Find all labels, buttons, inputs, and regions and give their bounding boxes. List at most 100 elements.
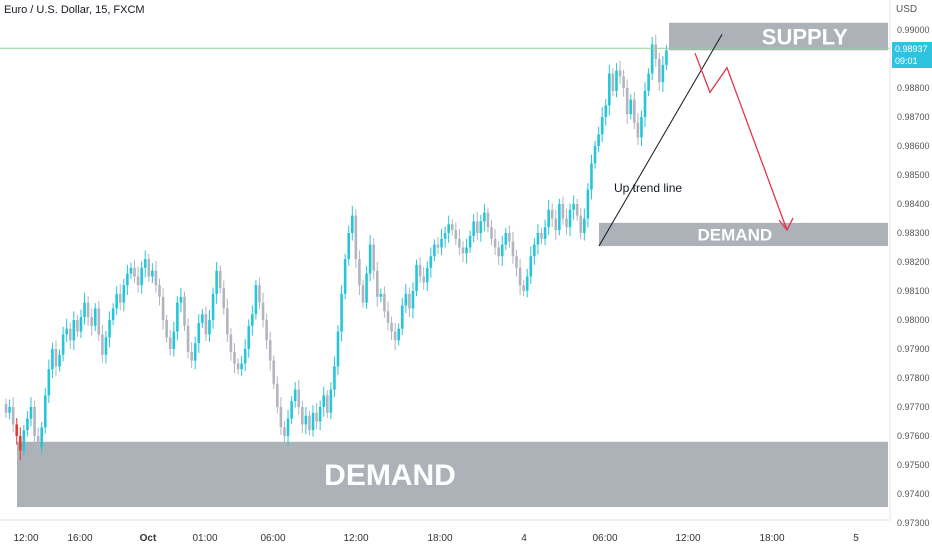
candle-body	[283, 427, 286, 436]
candle	[611, 68, 615, 97]
candle	[472, 213, 475, 243]
candle	[215, 262, 218, 304]
candle	[229, 328, 233, 361]
price-axis[interactable]: 0.99000 0.98800 0.98700 0.98600 0.98500 0.984…	[889, 0, 930, 528]
candle	[115, 286, 118, 315]
candle-body	[450, 224, 454, 231]
candle-body	[422, 276, 425, 283]
candle-body	[590, 163, 593, 190]
candle-body	[179, 296, 183, 303]
candle-body	[629, 99, 633, 115]
candle-body	[533, 244, 536, 257]
candle-body	[147, 259, 151, 277]
candle	[304, 407, 308, 435]
candle-body	[154, 270, 158, 286]
candle-body	[304, 415, 308, 425]
candle-body	[643, 90, 647, 117]
candle	[511, 231, 515, 264]
candle-body	[201, 314, 204, 323]
candle	[429, 247, 433, 278]
candle	[26, 411, 29, 437]
candle-body	[22, 430, 26, 451]
candle	[233, 343, 236, 374]
candle-body	[240, 363, 243, 370]
candle-body	[515, 256, 518, 268]
candle	[308, 410, 311, 436]
candle-body	[79, 317, 83, 332]
candle	[404, 284, 408, 314]
candle-body	[51, 349, 54, 370]
candle-body	[11, 407, 15, 425]
candle-body	[572, 204, 575, 210]
candle-body	[518, 267, 522, 286]
candle	[172, 321, 176, 357]
candle	[129, 262, 133, 279]
candle-body	[254, 285, 258, 315]
candle	[633, 92, 636, 130]
candle-body	[168, 337, 172, 349]
projection-path	[694, 52, 788, 231]
candle	[608, 64, 611, 116]
candle-body	[258, 285, 261, 303]
candle-body	[522, 285, 525, 291]
candle-body	[550, 209, 554, 219]
price-tick-label: 0.99000	[897, 25, 930, 35]
candle-body	[565, 218, 568, 228]
time-axis[interactable]: 12:00 16:00 Oct 01:00 06:00 12:00 18:00 4 06:00 1…	[0, 519, 890, 544]
candle-body	[633, 99, 636, 123]
candle	[18, 427, 22, 461]
candle-body	[436, 244, 440, 248]
candle-body	[293, 389, 297, 402]
candle-body	[251, 314, 254, 326]
candle-body	[272, 360, 276, 384]
candle-body	[104, 337, 108, 355]
candle	[65, 318, 68, 343]
candle-body	[33, 407, 36, 436]
candle-body	[183, 296, 186, 326]
candle	[400, 297, 404, 336]
candle-body	[372, 244, 376, 271]
candle-body	[540, 233, 543, 239]
candle-body	[393, 331, 397, 341]
candle-body	[26, 418, 29, 431]
candle	[261, 292, 265, 328]
time-tick-label: 01:00	[192, 533, 217, 544]
candle	[218, 265, 222, 294]
candle	[108, 311, 111, 348]
candle-body	[429, 256, 433, 268]
candle	[525, 268, 529, 298]
candle	[208, 310, 211, 343]
candle-body	[583, 218, 586, 233]
candle-body	[461, 247, 465, 254]
candle	[572, 195, 575, 220]
candle	[418, 257, 422, 283]
candle-body	[547, 209, 550, 228]
candle-body	[222, 288, 226, 309]
candle	[122, 278, 126, 312]
candle-body	[483, 212, 486, 222]
candle-body	[475, 221, 479, 233]
candle	[390, 316, 393, 341]
candle-body	[161, 296, 165, 320]
candle	[79, 309, 83, 338]
candle	[425, 261, 429, 291]
candle	[333, 356, 336, 398]
candle-body	[61, 334, 65, 355]
candle	[547, 199, 550, 235]
candle-body	[97, 308, 101, 335]
candle	[311, 405, 315, 437]
candle-body	[326, 395, 329, 413]
candle-body	[301, 407, 304, 425]
price-tick-label: 0.98300	[897, 228, 930, 238]
candle-body	[415, 264, 418, 291]
candle-body	[101, 334, 104, 355]
candle-body	[365, 273, 368, 303]
candle-body	[36, 436, 40, 448]
candle	[61, 326, 65, 362]
candle-body	[472, 221, 475, 236]
candle	[247, 319, 251, 358]
candle-body	[8, 407, 11, 413]
candle	[583, 208, 586, 241]
